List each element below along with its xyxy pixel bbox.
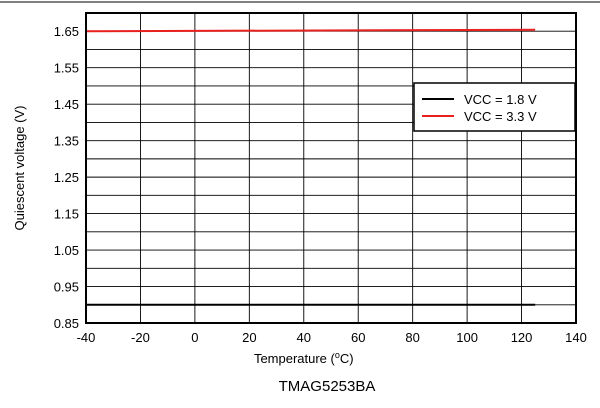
x-axis-label-prefix: Temperature ( [254, 351, 336, 366]
y-tick-labels: 0.85 0.95 1.05 1.15 1.25 1.35 1.45 1.55 1.65 [54, 24, 79, 331]
series-layer [86, 30, 535, 305]
x-tick-label: 120 [511, 330, 533, 345]
y-tick-label: 1.65 [54, 24, 79, 39]
y-tick-label: 1.45 [54, 97, 79, 112]
y-tick-label: 1.25 [54, 170, 79, 185]
y-tick-label: 1.35 [54, 134, 79, 149]
x-tick-label: 80 [405, 330, 419, 345]
y-tick-label: 0.95 [54, 280, 79, 295]
plot-frame [86, 13, 576, 323]
x-axis-label-suffix: C) [340, 351, 354, 366]
x-tick-label: 40 [297, 330, 311, 345]
x-axis-label: Temperature (oC) [254, 350, 354, 366]
y-tick-label: 1.55 [54, 61, 79, 76]
y-tick-label: 1.05 [54, 243, 79, 258]
grid [86, 13, 576, 323]
legend-label: VCC = 1.8 V [464, 92, 537, 107]
x-tick-label: 0 [191, 330, 198, 345]
x-tick-label: -20 [131, 330, 150, 345]
x-tick-label: 60 [351, 330, 365, 345]
y-tick-label: 0.85 [54, 316, 79, 331]
y-axis-label: Quiescent voltage (V) [12, 105, 27, 230]
x-tick-labels: -40 -20 0 20 40 60 80 100 120 140 [77, 330, 587, 345]
chart-caption: TMAG5253BA [279, 378, 376, 395]
x-tick-label: 100 [456, 330, 478, 345]
x-tick-label: 140 [565, 330, 587, 345]
legend: VCC = 1.8 V VCC = 3.3 V [414, 83, 575, 131]
y-tick-label: 1.15 [54, 207, 79, 222]
x-tick-label: -40 [77, 330, 96, 345]
legend-label: VCC = 3.3 V [464, 109, 537, 124]
x-tick-label: 20 [242, 330, 256, 345]
